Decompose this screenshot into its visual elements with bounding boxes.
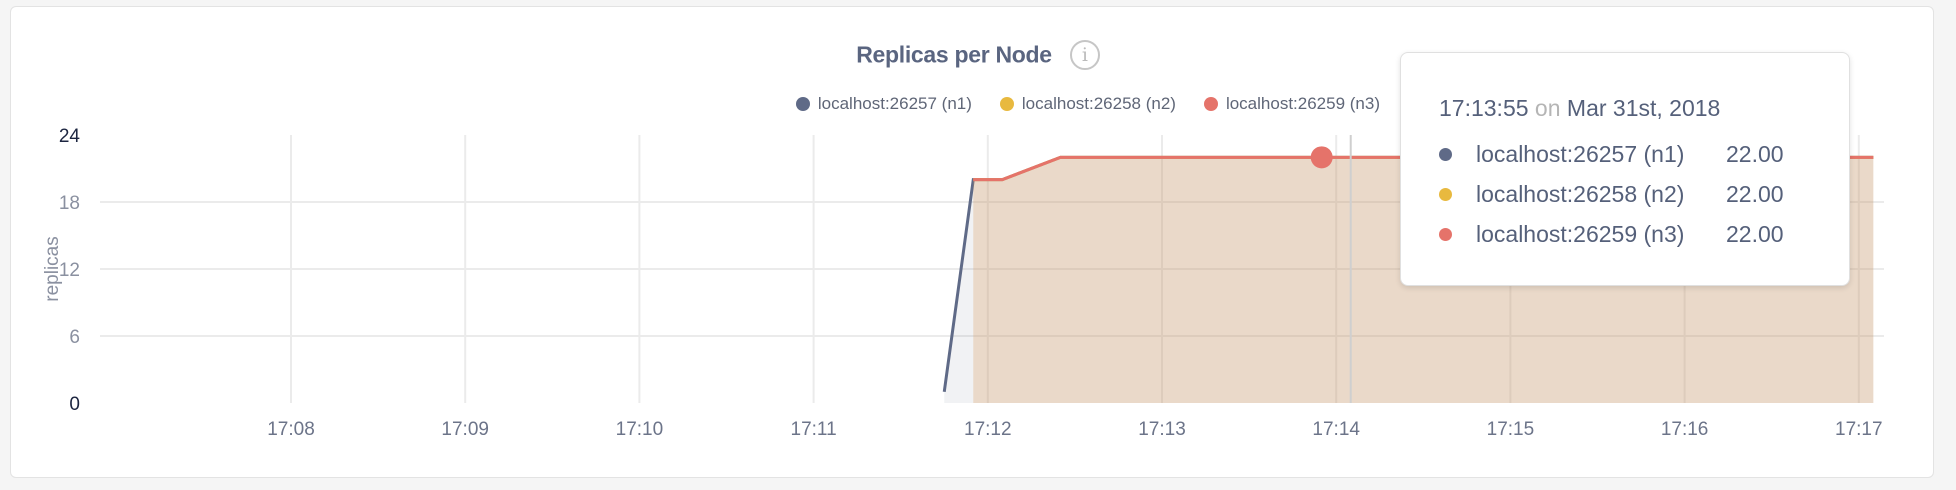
legend-item-n2[interactable]: localhost:26258 (n2)	[999, 94, 1176, 114]
y-tick-label: 0	[69, 394, 80, 415]
chart-title-row: Replicas per Node i	[0, 40, 1956, 70]
legend-dot	[999, 97, 1014, 111]
tooltip-on: on	[1534, 95, 1561, 121]
tooltip-time: 17:13:55	[1439, 95, 1529, 121]
x-tick-label: 17:09	[441, 419, 489, 440]
legend-label: localhost:26259 (n3)	[1225, 94, 1380, 113]
tooltip-value: 22.00	[1726, 181, 1784, 207]
y-tick-label: 18	[59, 193, 80, 214]
tooltip: 17:13:55 on Mar 31st, 2018 localhost:262…	[1400, 52, 1850, 286]
info-circle-icon[interactable]: i	[1069, 40, 1100, 70]
tooltip-series-name: localhost:26257 (n1)	[1476, 141, 1685, 167]
legend-dot	[1203, 97, 1218, 111]
y-tick-label: 12	[59, 260, 80, 281]
x-tick-label: 17:10	[616, 419, 664, 440]
series-dot	[1439, 148, 1452, 161]
tooltip-row: localhost:26257 (n1) 22.00	[1439, 141, 1784, 168]
tooltip-date: Mar 31st, 2018	[1566, 95, 1721, 121]
legend-label: localhost:26258 (n2)	[1021, 94, 1176, 113]
x-tick-label: 17:15	[1487, 419, 1535, 440]
legend-item-n1[interactable]: localhost:26257 (n1)	[795, 94, 972, 114]
tooltip-row: localhost:26259 (n3) 22.00	[1439, 221, 1784, 248]
legend-item-n3[interactable]: localhost:26259 (n3)	[1203, 94, 1380, 114]
x-tick-label: 17:16	[1661, 419, 1709, 440]
x-tick-label: 17:13	[1138, 419, 1186, 440]
series-dot	[1439, 228, 1452, 241]
hover-point	[1310, 146, 1333, 169]
y-axis-label: replicas	[42, 236, 63, 301]
tooltip-series-name: localhost:26258 (n2)	[1476, 181, 1685, 207]
x-tick-label: 17:17	[1835, 419, 1883, 440]
y-tick-label: 24	[59, 126, 81, 147]
tooltip-row: localhost:26258 (n2) 22.00	[1439, 181, 1784, 208]
series-dot	[1439, 188, 1452, 201]
legend: localhost:26257 (n1) localhost:26258 (n2…	[795, 94, 1380, 114]
y-tick-label: 6	[69, 327, 80, 348]
tooltip-header: 17:13:55 on Mar 31st, 2018	[1439, 95, 1720, 122]
x-tick-label: 17:11	[791, 419, 837, 440]
x-tick-label: 17:14	[1312, 419, 1360, 440]
x-tick-label: 17:08	[267, 419, 315, 440]
tooltip-series-name: localhost:26259 (n3)	[1476, 221, 1685, 247]
tooltip-value: 22.00	[1726, 141, 1784, 167]
tooltip-value: 22.00	[1726, 221, 1784, 247]
chart-title: Replicas per Node	[856, 41, 1052, 68]
x-tick-label: 17:12	[964, 419, 1012, 440]
legend-label: localhost:26257 (n1)	[817, 94, 972, 113]
legend-dot	[795, 97, 810, 111]
